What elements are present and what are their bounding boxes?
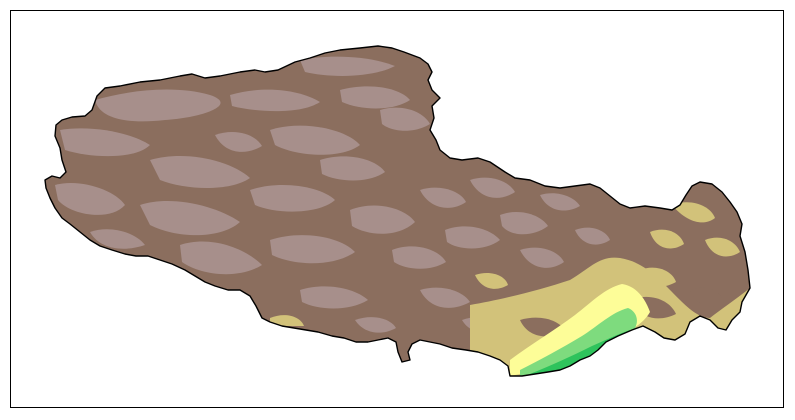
light-mauve-patches xyxy=(55,56,610,333)
light-yellow-zone xyxy=(510,284,650,376)
green-zone xyxy=(530,330,630,375)
light-green-zone xyxy=(520,308,637,376)
elevation-layers xyxy=(45,46,750,376)
